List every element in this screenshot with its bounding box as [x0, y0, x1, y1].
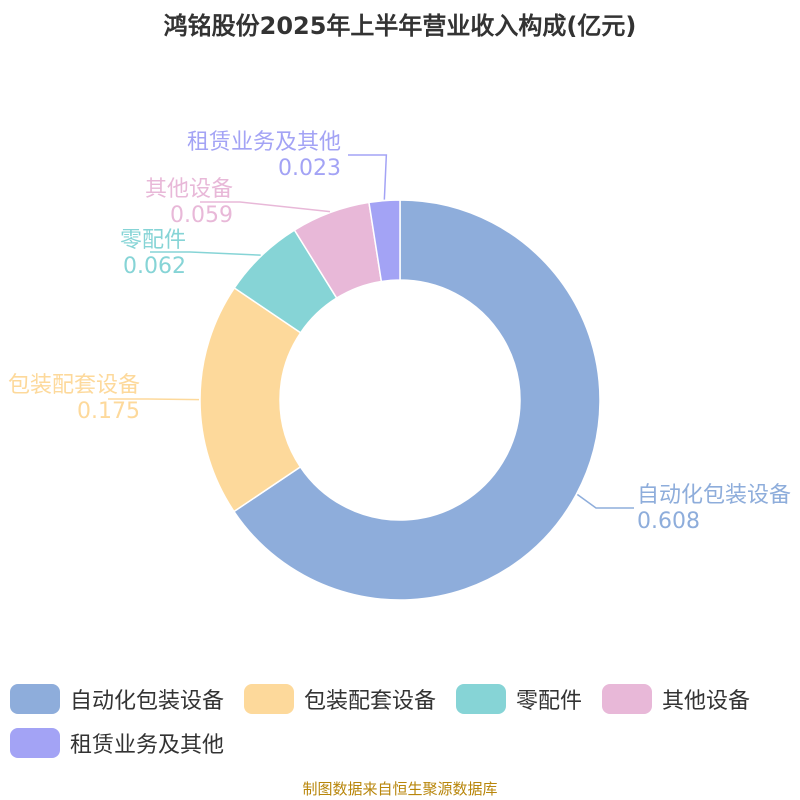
slice-value-4: 0.023	[278, 156, 341, 181]
chart-title: 鸿铭股份2025年上半年营业收入构成(亿元)	[163, 12, 637, 40]
legend-item[interactable]: 租赁业务及其他	[10, 728, 224, 758]
source-note: 制图数据来自恒生聚源数据库	[302, 780, 498, 798]
slice-value-3: 0.059	[170, 203, 233, 228]
legend-item[interactable]: 零配件	[456, 684, 582, 714]
legend-swatch	[456, 684, 507, 714]
legend-label: 租赁业务及其他	[70, 733, 225, 758]
slice-label-2: 零配件	[120, 228, 186, 253]
legend-item[interactable]: 自动化包装设备	[10, 684, 224, 714]
legend-swatch	[244, 684, 295, 714]
legend-item[interactable]: 包装配套设备	[244, 684, 436, 714]
legend-label: 零配件	[516, 689, 583, 714]
slice-value-2: 0.062	[123, 254, 186, 279]
slice-1	[199, 286, 302, 513]
slice-0	[232, 199, 601, 601]
slice-value-1: 0.175	[77, 399, 140, 424]
slice-label-3: 其他设备	[145, 177, 233, 202]
leader-line-1	[108, 398, 200, 401]
slice-label-0: 自动化包装设备	[637, 483, 791, 508]
legend-label: 自动化包装设备	[70, 689, 225, 714]
legend-swatch	[10, 684, 60, 714]
legend-label: 其他设备	[662, 689, 751, 714]
legend: 自动化包装设备 包装配套设备 零配件 其他设备租赁业务及其他	[10, 684, 800, 758]
legend-swatch	[10, 728, 60, 758]
slice-value-0: 0.608	[637, 509, 700, 534]
legend-swatch	[602, 684, 653, 714]
slice-4	[368, 199, 401, 283]
leader-line-2	[150, 251, 261, 256]
leader-line-4	[348, 154, 388, 200]
slice-label-1: 包装配套设备	[8, 373, 140, 398]
slice-label-4: 租赁业务及其他	[187, 130, 341, 155]
leader-line-0	[576, 493, 634, 509]
legend-item[interactable]: 其他设备	[602, 684, 750, 714]
legend-label: 包装配套设备	[304, 689, 437, 714]
leader-line-3	[200, 201, 331, 213]
